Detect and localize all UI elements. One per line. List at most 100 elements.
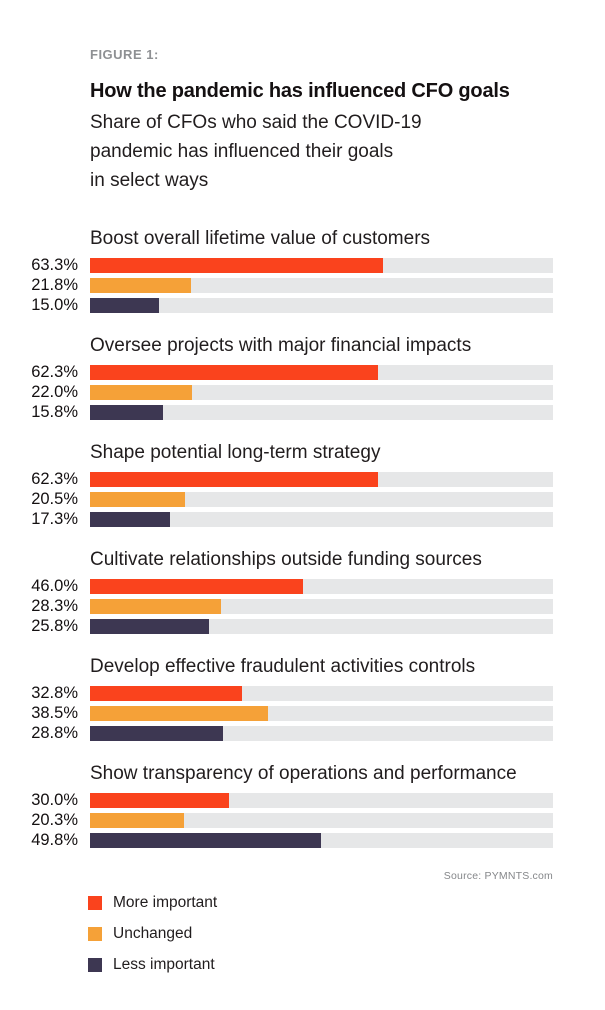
bar-fill	[90, 385, 192, 400]
bar-group-title: Show transparency of operations and perf…	[90, 763, 517, 784]
value-label: 21.8%	[31, 276, 78, 294]
bar-fill	[90, 813, 184, 828]
bar-row: 20.3%	[20, 811, 553, 829]
legend-item: Less important	[88, 956, 553, 973]
bar-row: 15.8%	[20, 403, 553, 421]
bar-group: Cultivate relationships outside funding …	[20, 549, 553, 634]
bar-group: Boost overall lifetime value of customer…	[20, 228, 553, 313]
bar-group-title: Oversee projects with major financial im…	[90, 335, 472, 356]
value-label: 63.3%	[31, 256, 78, 274]
bar-track	[90, 405, 553, 420]
chart-subtitle: Share of CFOs who said the COVID-19 pande…	[90, 108, 553, 195]
legend-swatch-icon	[88, 896, 102, 910]
bar-fill	[90, 278, 191, 293]
bar-group: Show transparency of operations and perf…	[20, 763, 553, 848]
bar-fill	[90, 579, 303, 594]
bar-track	[90, 258, 553, 273]
bar-fill	[90, 599, 222, 614]
legend-swatch-icon	[88, 927, 102, 941]
bar-fill	[90, 492, 185, 507]
bar-chart: Boost overall lifetime value of customer…	[20, 228, 553, 848]
legend: More important Unchanged Less important	[88, 894, 553, 973]
bar-track	[90, 686, 553, 701]
bar-track	[90, 512, 553, 527]
legend-label: More important	[113, 894, 218, 911]
bar-group-title: Boost overall lifetime value of customer…	[90, 228, 431, 249]
bar-track	[90, 833, 553, 848]
bar-row: 25.8%	[20, 617, 553, 635]
bar-track	[90, 298, 553, 313]
subtitle-line: Share of CFOs who said the COVID-19	[90, 112, 422, 133]
value-label: 32.8%	[31, 684, 78, 702]
bar-row: 22.0%	[20, 383, 553, 401]
bar-row: 49.8%	[20, 831, 553, 849]
value-label: 25.8%	[31, 617, 78, 635]
bar-fill	[90, 793, 229, 808]
bar-group: Oversee projects with major financial im…	[20, 335, 553, 420]
value-label: 15.8%	[31, 403, 78, 421]
bar-row: 28.8%	[20, 724, 553, 742]
value-label: 17.3%	[31, 510, 78, 528]
bar-fill	[90, 472, 379, 487]
value-label: 38.5%	[31, 704, 78, 722]
value-label: 22.0%	[31, 383, 78, 401]
legend-label: Unchanged	[113, 925, 193, 942]
subtitle-line: in select ways	[90, 170, 209, 191]
bar-fill	[90, 686, 242, 701]
bar-group: Shape potential long-term strategy 62.3%…	[20, 442, 553, 527]
value-label: 49.8%	[31, 831, 78, 849]
bar-group: Develop effective fraudulent activities …	[20, 656, 553, 741]
source-credit: Source: PYMNTS.com	[443, 870, 553, 882]
subtitle-line: pandemic has influenced their goals	[90, 141, 394, 162]
bar-row: 32.8%	[20, 684, 553, 702]
value-label: 15.0%	[31, 296, 78, 314]
value-label: 20.5%	[31, 490, 78, 508]
bar-track	[90, 278, 553, 293]
bar-track	[90, 365, 553, 380]
value-label: 46.0%	[31, 577, 78, 595]
bar-row: 28.3%	[20, 597, 553, 615]
value-label: 30.0%	[31, 791, 78, 809]
bar-track	[90, 813, 553, 828]
bar-fill	[90, 365, 379, 380]
bar-track	[90, 492, 553, 507]
bar-fill	[90, 833, 321, 848]
chart-title: How the pandemic has influenced CFO goal…	[90, 80, 510, 102]
bar-fill	[90, 258, 384, 273]
bar-row: 17.3%	[20, 510, 553, 528]
legend-item: More important	[88, 894, 553, 911]
bar-track	[90, 619, 553, 634]
bar-fill	[90, 726, 224, 741]
bar-group-title: Develop effective fraudulent activities …	[90, 656, 476, 677]
figure-label: FIGURE 1:	[90, 47, 159, 62]
value-label: 28.8%	[31, 724, 78, 742]
bar-track	[90, 726, 553, 741]
bar-row: 46.0%	[20, 577, 553, 595]
value-label: 20.3%	[31, 811, 78, 829]
value-label: 62.3%	[31, 363, 78, 381]
bar-track	[90, 579, 553, 594]
bar-row: 62.3%	[20, 363, 553, 381]
bar-fill	[90, 405, 164, 420]
bar-row: 38.5%	[20, 704, 553, 722]
bar-fill	[90, 512, 171, 527]
bar-group-title: Shape potential long-term strategy	[90, 442, 381, 463]
legend-label: Less important	[113, 956, 215, 973]
bar-row: 63.3%	[20, 256, 553, 274]
bar-track	[90, 472, 553, 487]
bar-track	[90, 385, 553, 400]
bar-track	[90, 706, 553, 721]
value-label: 28.3%	[31, 597, 78, 615]
bar-track	[90, 793, 553, 808]
legend-item: Unchanged	[88, 925, 553, 942]
bar-group-title: Cultivate relationships outside funding …	[90, 549, 482, 570]
bar-row: 21.8%	[20, 276, 553, 294]
bar-fill	[90, 706, 269, 721]
legend-swatch-icon	[88, 958, 102, 972]
bar-fill	[90, 298, 160, 313]
bar-row: 30.0%	[20, 791, 553, 809]
bar-row: 20.5%	[20, 490, 553, 508]
bar-fill	[90, 619, 210, 634]
value-label: 62.3%	[31, 470, 78, 488]
